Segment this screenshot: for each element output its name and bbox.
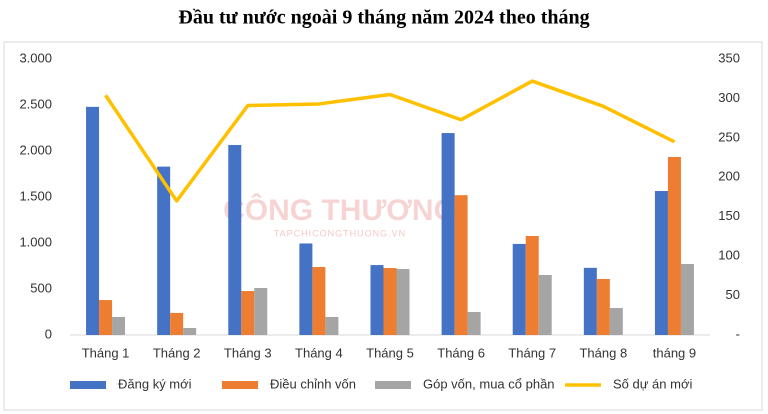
y2-tick-label: 100 (718, 248, 740, 263)
chart-border (3, 41, 763, 411)
x-tick-label: Tháng 5 (366, 345, 414, 360)
bar (441, 133, 455, 335)
bar (241, 291, 255, 335)
bar (370, 265, 384, 335)
y2-tick-label: 150 (718, 208, 740, 223)
watermark: CÔNG THƯƠNG (223, 193, 457, 227)
y-tick-label: 2.000 (19, 142, 52, 157)
y-tick-label: 500 (30, 280, 52, 295)
legend-swatch (70, 381, 106, 389)
y2-tick-label: 350 (718, 50, 740, 65)
y-tick-label: 2.500 (19, 96, 52, 111)
x-tick-label: Tháng 6 (437, 345, 485, 360)
y-tick-label: 1.000 (19, 234, 52, 249)
y2-tick-label: 200 (718, 169, 740, 184)
bar (680, 263, 694, 335)
legend-label: Điều chỉnh vốn (270, 376, 356, 391)
line (104, 79, 676, 203)
x-tick-label: Tháng 1 (82, 345, 130, 360)
y2-tick-label: - (736, 326, 740, 341)
y2-tick-label: 50 (726, 287, 740, 302)
legend-label: Đăng ký mới (118, 376, 192, 391)
x-tick-label: Tháng 4 (295, 345, 343, 360)
bar (609, 308, 623, 335)
bar (183, 328, 197, 335)
y-tick-label: 3.000 (19, 50, 52, 65)
y-tick-label: 0 (45, 326, 52, 341)
chart-title: Đầu tư nước ngoài 9 tháng năm 2024 theo … (178, 7, 589, 29)
bar (667, 156, 681, 335)
bar (325, 316, 339, 335)
bar (512, 243, 526, 335)
bar (86, 106, 100, 335)
bar (583, 267, 597, 335)
bar (112, 316, 126, 335)
y-tick-label: 1.500 (19, 188, 52, 203)
bar (170, 312, 184, 335)
bar (654, 191, 668, 335)
legend-swatch (222, 381, 258, 389)
bar (157, 166, 171, 335)
legend-label: Số dự án mới (613, 376, 692, 391)
bar (538, 275, 552, 335)
watermark-subtitle: TAPCHICONGTHUONG.VN (274, 228, 406, 238)
bar (454, 195, 468, 335)
bar (467, 312, 481, 335)
x-tick-label: Tháng 7 (508, 345, 556, 360)
x-tick-label: Tháng 2 (153, 345, 201, 360)
x-tick-label: Tháng 3 (224, 345, 272, 360)
bar (596, 278, 610, 335)
x-tick-label: tháng 9 (653, 345, 696, 360)
bar (396, 269, 410, 335)
y2-tick-label: 300 (718, 90, 740, 105)
bar (299, 243, 313, 335)
bar (228, 145, 242, 335)
bar (99, 300, 113, 335)
x-tick-label: Tháng 8 (579, 345, 627, 360)
bar (383, 268, 397, 335)
legend-swatch (375, 381, 411, 389)
bar (312, 267, 326, 335)
bar (525, 236, 539, 335)
y2-tick-label: 250 (718, 129, 740, 144)
legend-label: Góp vốn, mua cổ phần (423, 376, 555, 391)
bar (254, 287, 268, 335)
